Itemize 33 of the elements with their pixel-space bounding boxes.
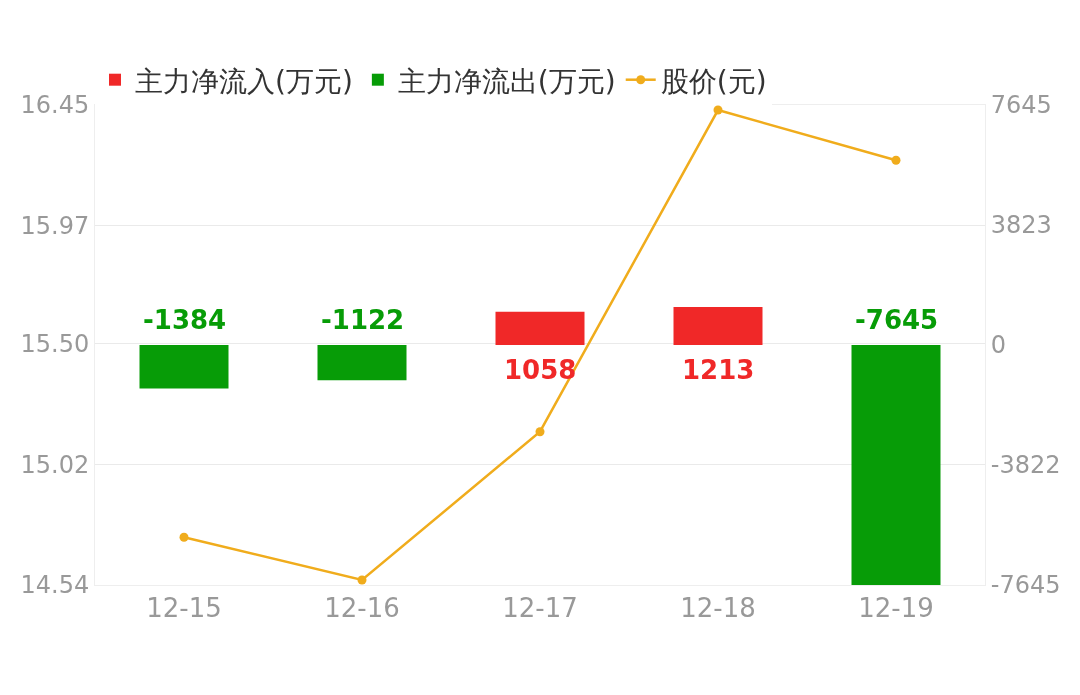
point	[713, 105, 723, 115]
y2-tick-label: -3822	[990, 451, 1061, 480]
y-tick-label: 15.97	[20, 212, 90, 241]
point	[535, 427, 545, 437]
data-label: -1122	[321, 305, 405, 335]
data-label: -7645	[855, 305, 939, 335]
data-label: 1213	[682, 355, 755, 385]
y-tick-label: 15.02	[20, 450, 90, 479]
data-label: 1058	[504, 355, 577, 385]
bar	[139, 345, 229, 389]
legend-label: 主力净流出(万元)	[397, 64, 616, 98]
legend-label: 股价(元)	[660, 64, 767, 98]
y2-tick-label: 0	[990, 331, 1007, 360]
y-tick-label: 14.54	[20, 571, 90, 600]
data-label: -1384	[143, 305, 227, 335]
bar	[673, 306, 763, 345]
legend-label: 主力净流入(万元)	[135, 64, 353, 98]
point	[891, 155, 901, 165]
x-tick-label: 12-18	[680, 593, 756, 624]
y-tick-label: 15.50	[20, 330, 90, 359]
point	[179, 532, 189, 542]
x-tick-label: 12-16	[324, 593, 400, 624]
bar	[317, 345, 407, 381]
y2-tick-label: 7645	[990, 91, 1052, 120]
bar	[851, 345, 941, 585]
x-tick-label: 12-19	[858, 593, 934, 624]
x-tick-label: 12-17	[502, 593, 578, 624]
y-tick-label: 16.45	[20, 91, 90, 120]
y2-tick-label: 3823	[990, 211, 1052, 240]
bar	[495, 311, 585, 345]
y2-tick-label: -7645	[990, 571, 1061, 600]
point	[357, 575, 367, 585]
x-tick-label: 12-15	[146, 593, 222, 624]
